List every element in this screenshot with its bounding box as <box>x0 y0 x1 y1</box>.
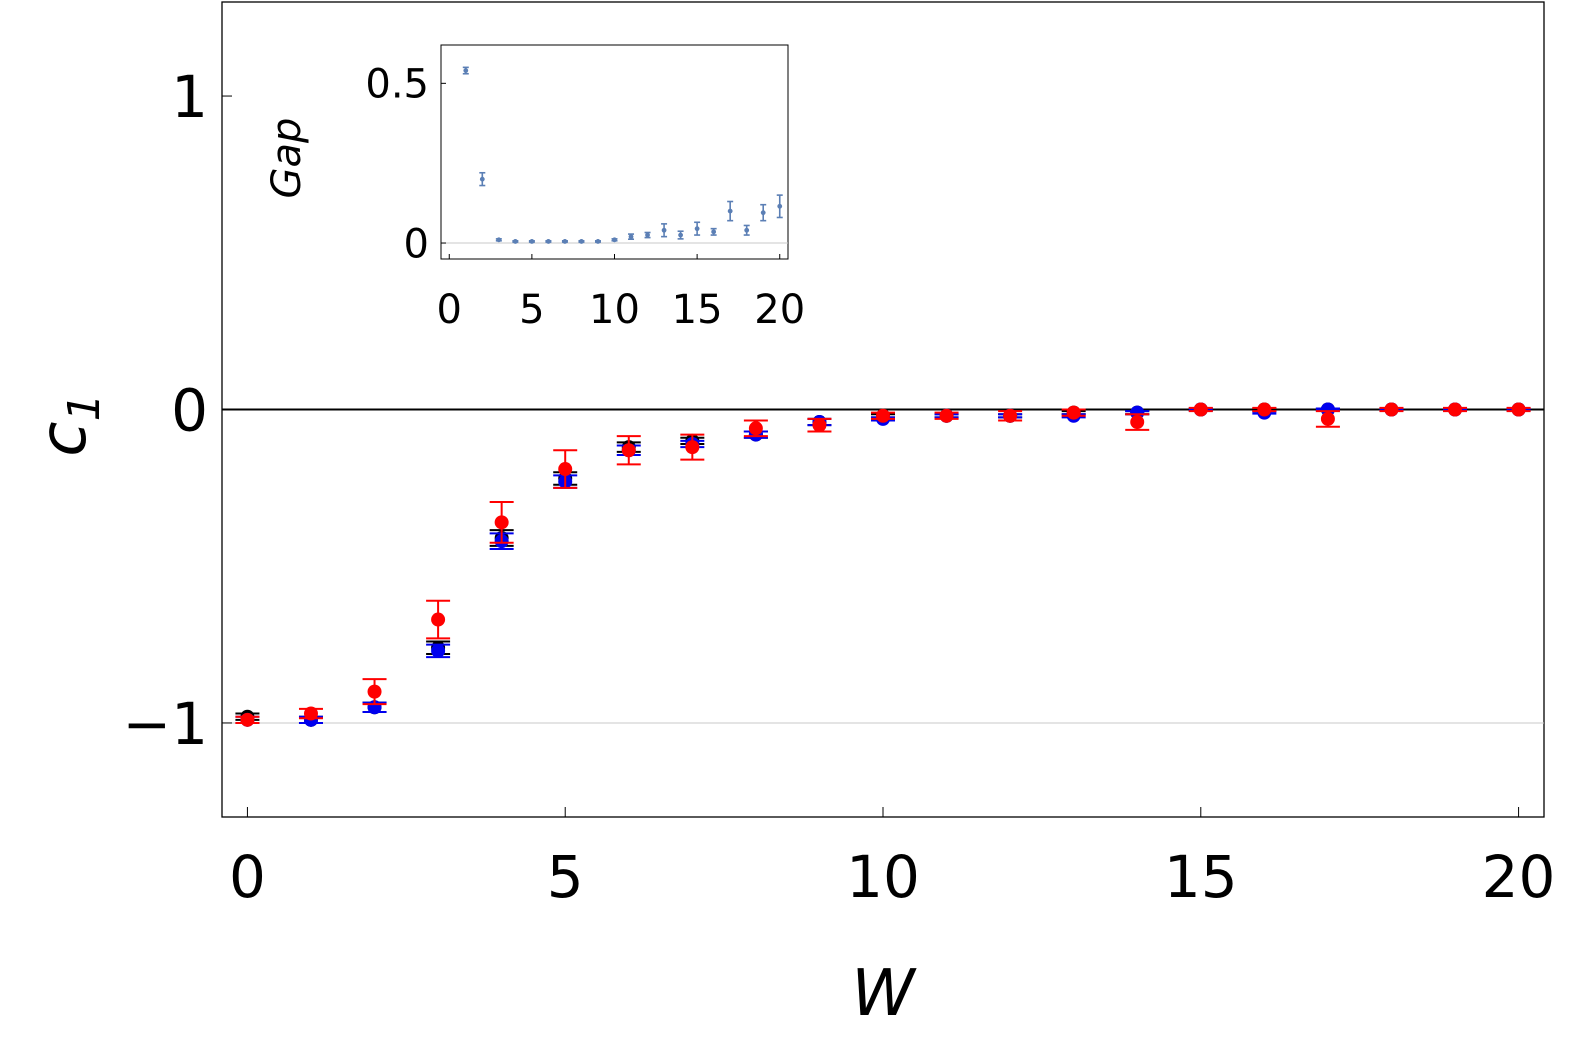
data-point <box>876 408 890 423</box>
x-tick-label: 5 <box>547 843 584 911</box>
y-tick-label: 0 <box>171 376 208 444</box>
data-point <box>748 421 763 436</box>
main-reference-lines <box>222 408 1544 724</box>
data-point <box>303 706 318 721</box>
y-axis-title: c1 <box>27 393 110 456</box>
data-point <box>612 237 617 243</box>
data-point <box>496 237 502 243</box>
y-tick-label: 0 <box>404 221 429 267</box>
x-tick-label: 15 <box>672 287 723 333</box>
x-tick-label: 0 <box>437 287 462 333</box>
data-point <box>431 643 446 658</box>
data-point <box>1066 405 1081 420</box>
y-axis-title-subscript: 1 <box>59 393 110 421</box>
data-point <box>744 227 750 233</box>
data-point <box>1130 415 1145 430</box>
main-x-ticks: 0 5 10 15 20 <box>229 807 1556 911</box>
data-point <box>558 462 573 477</box>
data-point <box>479 176 485 182</box>
data-point <box>812 418 827 433</box>
data-point <box>727 208 733 214</box>
data-point <box>939 408 954 423</box>
data-point <box>367 684 382 699</box>
data-point <box>494 515 509 530</box>
data-point <box>562 239 568 244</box>
x-tick-label: 20 <box>1482 843 1556 911</box>
data-point <box>463 68 469 73</box>
data-point <box>661 227 667 233</box>
data-point <box>512 239 518 244</box>
data-point <box>579 239 584 244</box>
inset-y-axis-title: Gap <box>264 118 310 199</box>
data-point <box>529 239 535 244</box>
data-point <box>760 210 766 216</box>
y-tick-label: 0.5 <box>365 62 429 108</box>
x-tick-label: 10 <box>846 843 920 911</box>
data-point <box>694 226 700 232</box>
series-2 <box>235 402 1531 727</box>
x-axis-title: W <box>851 957 917 1031</box>
inset-x-ticks: 0 5 10 15 20 <box>437 254 805 333</box>
series-1 <box>235 402 1531 727</box>
data-point <box>1257 402 1272 417</box>
y-tick-label: 1 <box>171 63 208 131</box>
data-point <box>1448 402 1463 417</box>
x-tick-label: 5 <box>519 287 544 333</box>
data-point <box>711 229 717 235</box>
x-tick-label: 0 <box>229 843 266 911</box>
data-point <box>621 443 636 458</box>
inset-series <box>462 66 783 244</box>
inset-y-ticks: 00.5 <box>365 62 446 267</box>
inset-plot-frame <box>440 44 789 260</box>
data-point <box>628 234 634 240</box>
data-point <box>1384 402 1399 417</box>
data-point <box>678 232 683 238</box>
series-0 <box>235 402 1531 727</box>
series-0 <box>462 66 783 244</box>
data-point <box>777 203 783 209</box>
main-y-ticks: −1 0 1 <box>123 63 232 758</box>
data-point <box>1511 402 1526 417</box>
x-tick-label: 20 <box>754 287 805 333</box>
data-point <box>645 232 650 238</box>
data-point <box>240 712 255 727</box>
data-point <box>546 239 551 244</box>
y-axis-title-main: c <box>27 421 101 456</box>
x-tick-label: 10 <box>589 287 640 333</box>
main-series <box>235 402 1531 727</box>
data-point <box>431 612 446 627</box>
x-tick-label: 15 <box>1164 843 1238 911</box>
data-point <box>1320 411 1335 426</box>
y-tick-label: −1 <box>123 690 209 758</box>
data-point <box>1193 402 1208 417</box>
data-point <box>685 440 700 455</box>
data-point <box>595 239 601 244</box>
data-point <box>1003 408 1018 423</box>
